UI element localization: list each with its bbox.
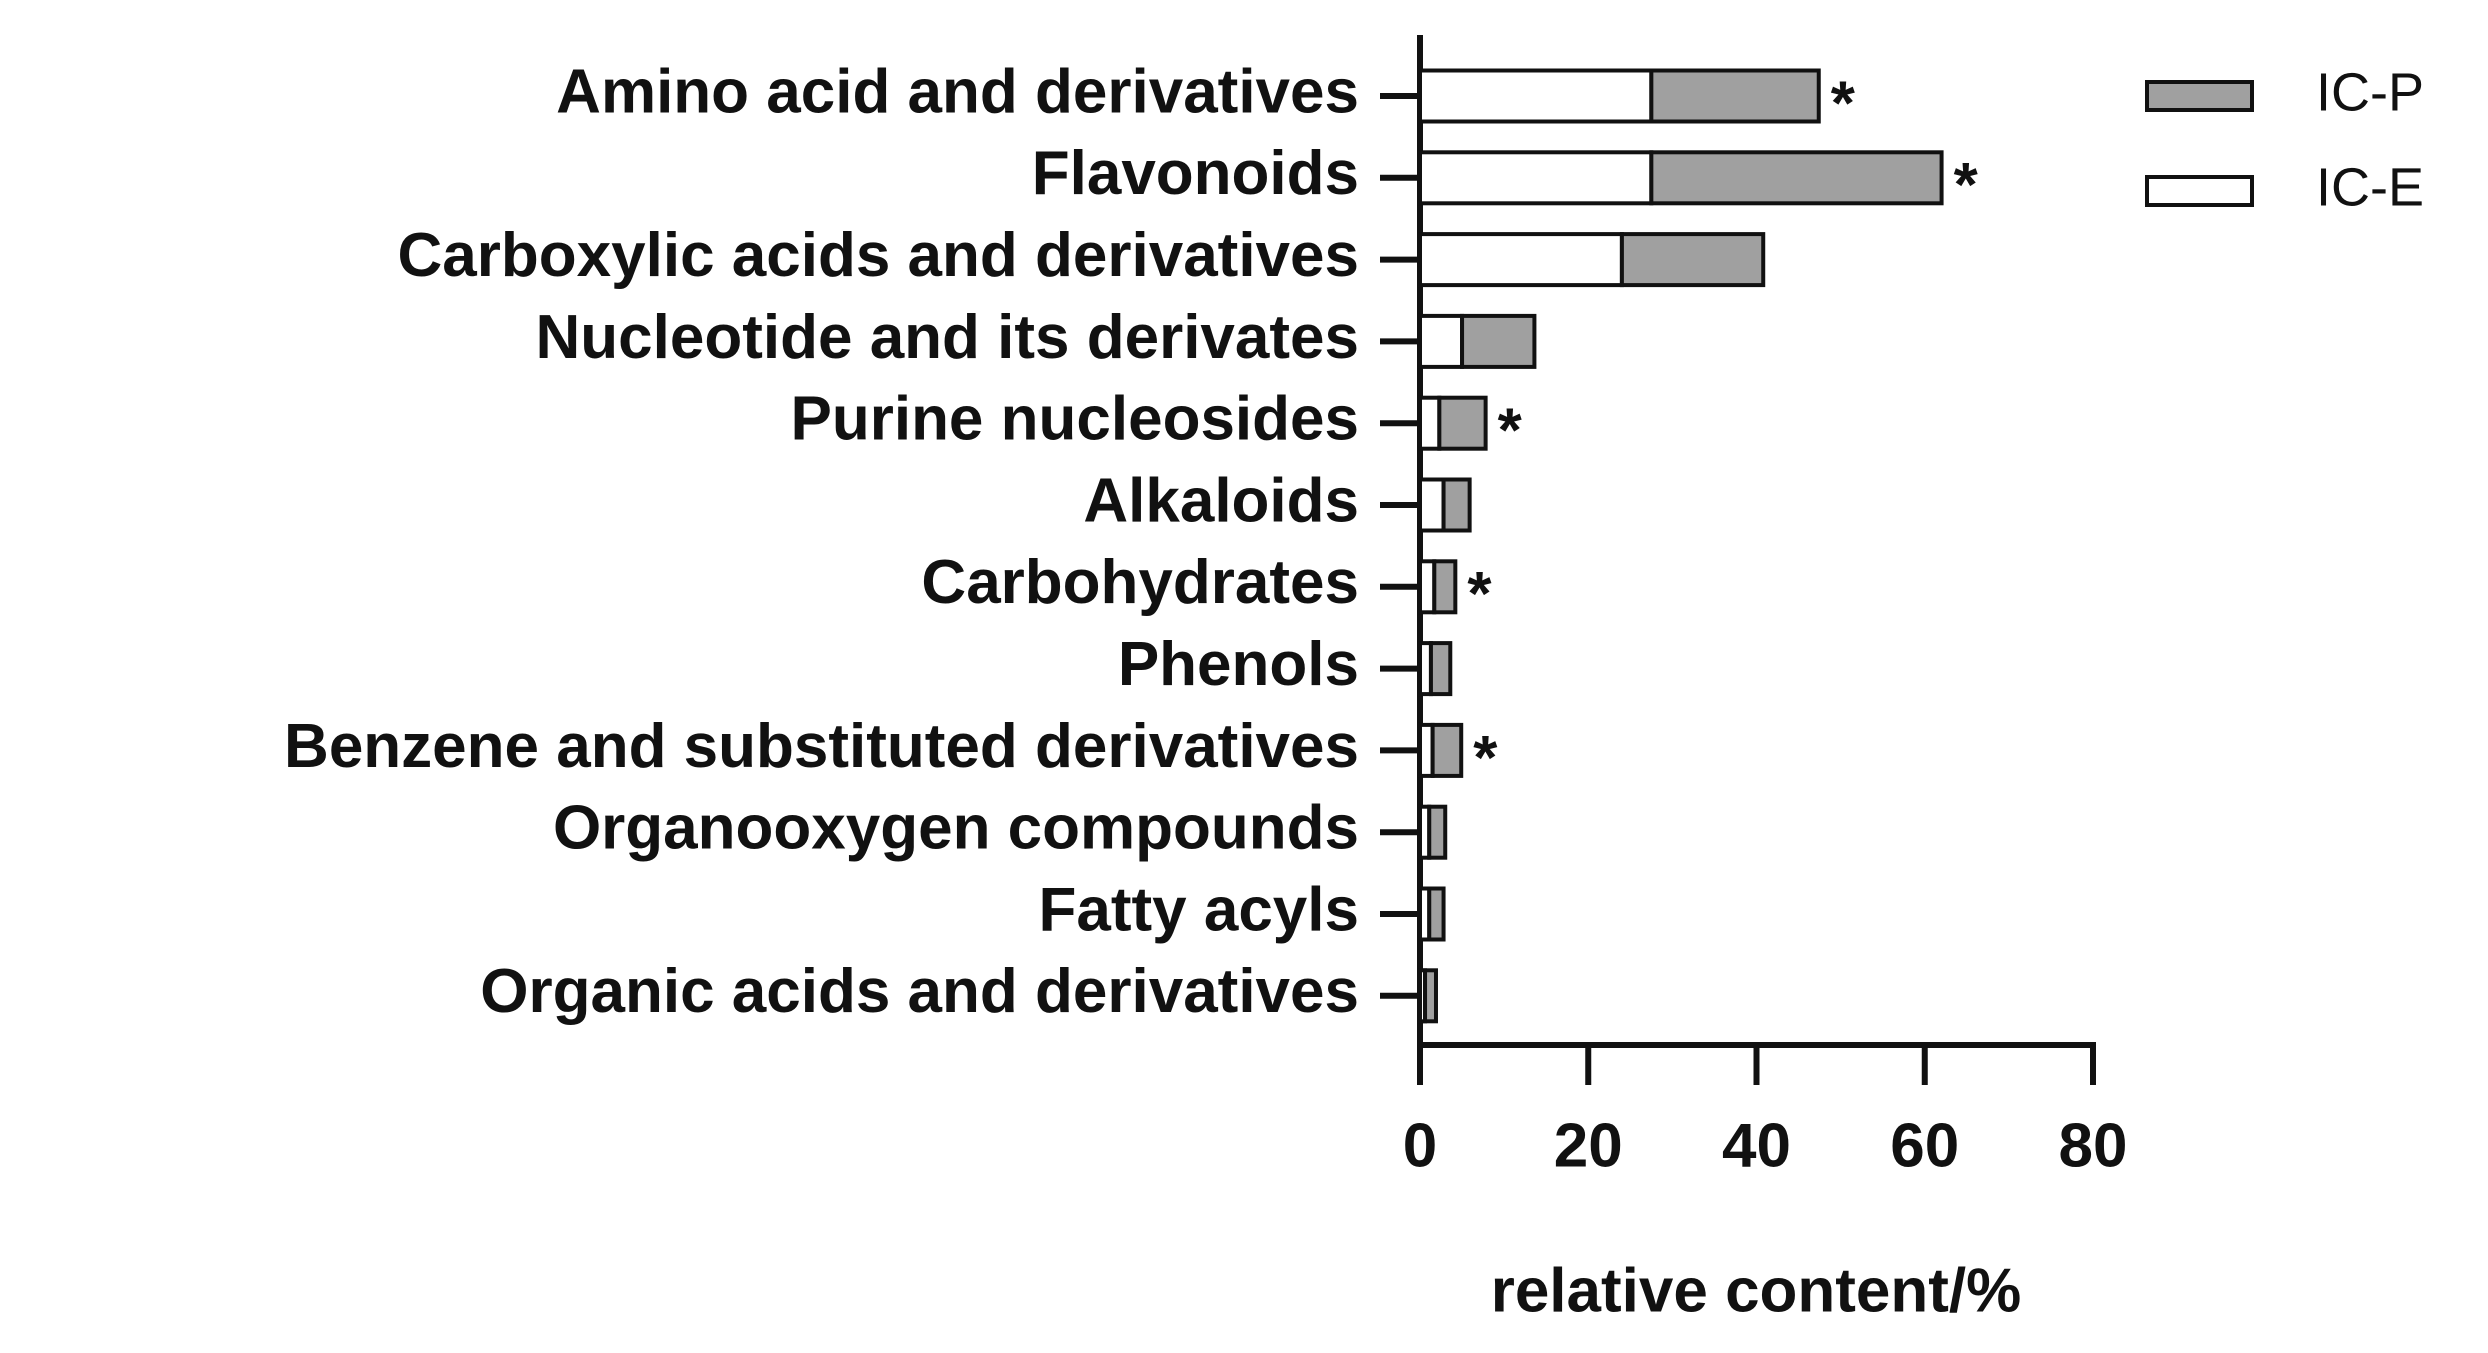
bar (1428, 641, 1453, 697)
x-axis-label: relative content/% (1491, 1256, 2022, 1325)
y-tick-label: Nucleotide and its derivates (536, 303, 1359, 372)
bar (1418, 395, 1442, 451)
bar (1418, 150, 1654, 206)
bar (1430, 722, 1464, 778)
y-tick-label: Carbohydrates (921, 548, 1359, 617)
bar (1649, 150, 1944, 206)
bar (1418, 559, 1437, 615)
y-tick-label: Benzene and substituted derivatives (284, 712, 1359, 781)
y-tick-label: Amino acid and derivatives (556, 57, 1359, 126)
legend-swatch (2145, 80, 2254, 112)
bar (1437, 395, 1488, 451)
x-tick-label: 80 (2059, 1111, 2128, 1180)
y-tick-label: Carboxylic acids and derivatives (398, 221, 1359, 290)
legend-label: IC-E (2316, 157, 2424, 217)
significance-mark: * (1473, 724, 1498, 793)
y-tick-label: Flavonoids (1032, 139, 1359, 208)
x-tick-label: 60 (1890, 1111, 1959, 1180)
y-tick-label: Purine nucleosides (790, 385, 1359, 454)
bar (1649, 68, 1821, 124)
bar (1441, 477, 1472, 533)
y-tick-label: Alkaloids (1083, 466, 1359, 535)
significance-mark: * (1954, 151, 1979, 220)
bar (1423, 968, 1438, 1024)
bar (1432, 559, 1458, 615)
significance-mark: * (1831, 69, 1856, 138)
bar (1418, 313, 1465, 369)
legend-swatch (2145, 175, 2254, 207)
bar (1418, 68, 1654, 124)
bar (1427, 886, 1446, 942)
y-tick-label: Phenols (1118, 630, 1359, 699)
y-tick-label: Organooxygen compounds (553, 794, 1359, 863)
bar (1427, 804, 1448, 860)
significance-mark: * (1498, 397, 1523, 466)
legend-label: IC-P (2316, 62, 2424, 122)
bar (1418, 477, 1446, 533)
y-tick-label: Fatty acyls (1038, 875, 1359, 944)
bar (1418, 232, 1624, 288)
x-tick-label: 40 (1722, 1111, 1791, 1180)
bar (1619, 232, 1766, 288)
bar (1460, 313, 1537, 369)
significance-mark: * (1467, 560, 1492, 629)
x-tick-label: 0 (1403, 1111, 1437, 1180)
x-tick-label: 20 (1554, 1111, 1623, 1180)
y-tick-label: Organic acids and derivatives (480, 957, 1359, 1026)
